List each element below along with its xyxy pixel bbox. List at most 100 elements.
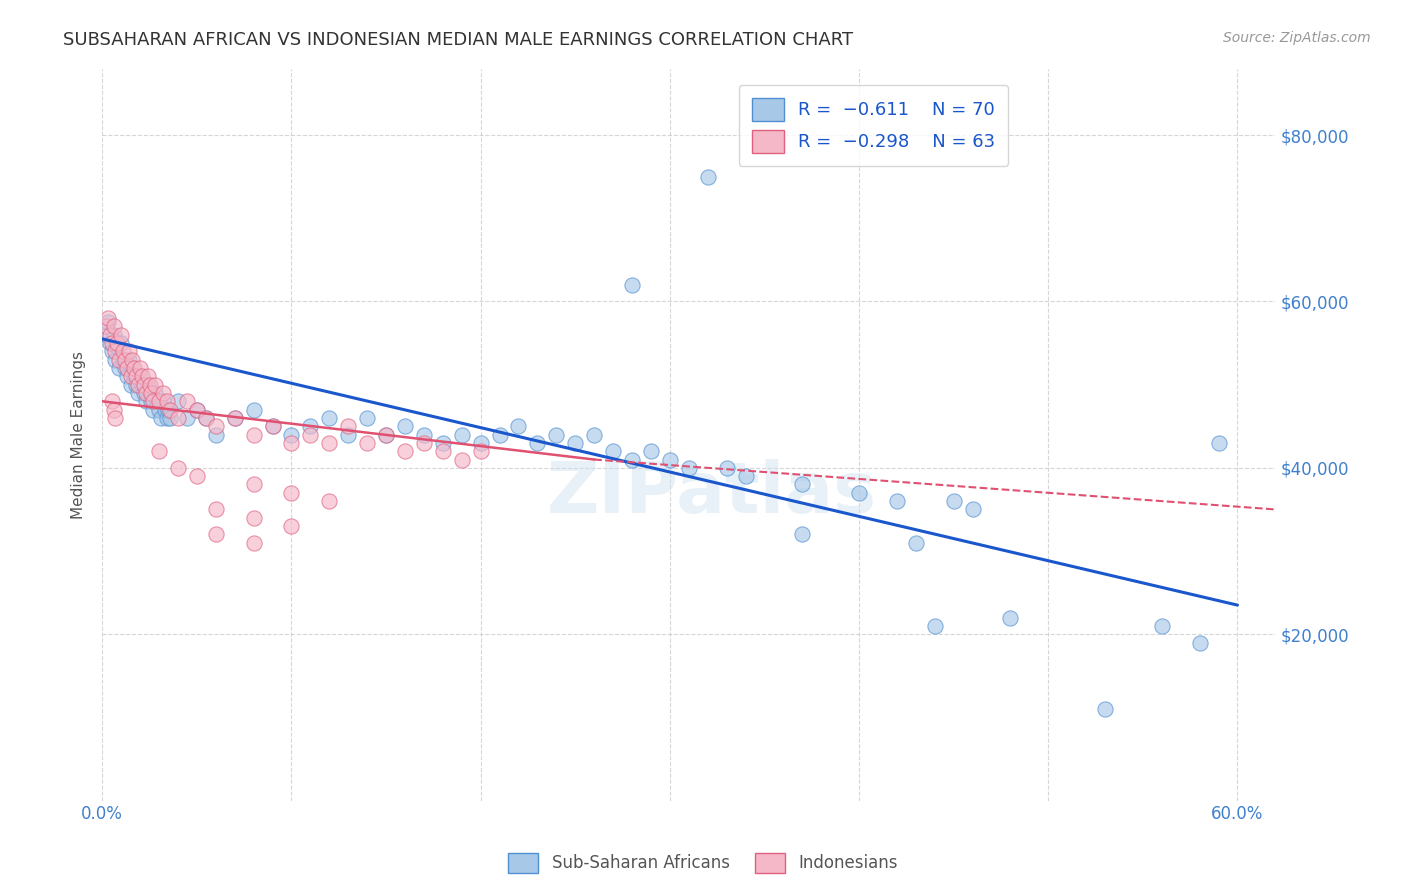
Text: ZIPatlas: ZIPatlas [547,458,877,528]
Point [470,436,492,450]
Text: Source: ZipAtlas.com: Source: ZipAtlas.com [1223,31,1371,45]
Point [186,469,208,483]
Point [159,411,181,425]
Point [792,527,814,541]
Point [115,361,138,376]
Point [204,527,226,541]
Point [152,394,174,409]
Point [124,361,146,376]
Point [412,427,434,442]
Point [318,494,340,508]
Point [508,419,530,434]
Point [546,427,568,442]
Point [318,436,340,450]
Point [94,327,117,342]
Point [167,394,190,409]
Point [100,344,122,359]
Point [138,377,160,392]
Point [121,352,143,367]
Point [1094,702,1116,716]
Point [962,502,984,516]
Point [159,402,181,417]
Point [108,361,131,376]
Point [131,377,153,392]
Point [1150,619,1173,633]
Point [299,419,322,434]
Point [105,336,128,351]
Point [125,369,148,384]
Point [142,394,165,409]
Point [120,369,142,384]
Point [176,394,198,409]
Point [450,452,472,467]
Point [135,394,157,409]
Point [104,344,127,359]
Legend: R =  −0.611    N = 70, R =  −0.298    N = 63: R = −0.611 N = 70, R = −0.298 N = 63 [740,85,1008,166]
Y-axis label: Median Male Earnings: Median Male Earnings [72,351,86,518]
Point [132,377,155,392]
Point [394,419,416,434]
Point [224,411,246,425]
Point [105,340,128,354]
Point [375,427,398,442]
Point [204,427,226,442]
Point [97,315,120,329]
Point [114,352,136,367]
Point [242,477,264,491]
Point [942,494,965,508]
Point [242,402,264,417]
Point [142,402,165,417]
Point [526,436,548,450]
Point [678,460,700,475]
Point [195,411,218,425]
Point [204,502,226,516]
Point [904,535,927,549]
Point [167,411,190,425]
Point [104,352,127,367]
Point [136,377,159,392]
Point [98,336,121,351]
Point [100,336,122,351]
Point [280,436,302,450]
Point [924,619,946,633]
Point [143,377,166,392]
Point [488,427,510,442]
Point [224,411,246,425]
Point [242,510,264,524]
Point [716,460,738,475]
Point [129,361,152,376]
Point [148,402,170,417]
Point [98,327,121,342]
Point [299,427,322,442]
Point [450,427,472,442]
Point [108,352,131,367]
Point [155,411,177,425]
Point [262,419,284,434]
Point [127,377,149,392]
Point [1188,635,1211,649]
Point [356,411,378,425]
Point [602,444,624,458]
Point [564,436,586,450]
Point [110,327,132,342]
Point [146,394,169,409]
Point [121,361,143,376]
Point [157,402,180,417]
Point [621,277,644,292]
Point [110,336,132,351]
Point [640,444,662,458]
Text: SUBSAHARAN AFRICAN VS INDONESIAN MEDIAN MALE EARNINGS CORRELATION CHART: SUBSAHARAN AFRICAN VS INDONESIAN MEDIAN … [63,31,853,49]
Point [155,394,177,409]
Point [412,436,434,450]
Point [118,352,141,367]
Point [97,311,120,326]
Point [118,344,141,359]
Point [176,411,198,425]
Point [375,427,398,442]
Point [148,394,170,409]
Point [124,369,146,384]
Point [120,377,142,392]
Point [167,460,190,475]
Point [100,394,122,409]
Point [432,444,454,458]
